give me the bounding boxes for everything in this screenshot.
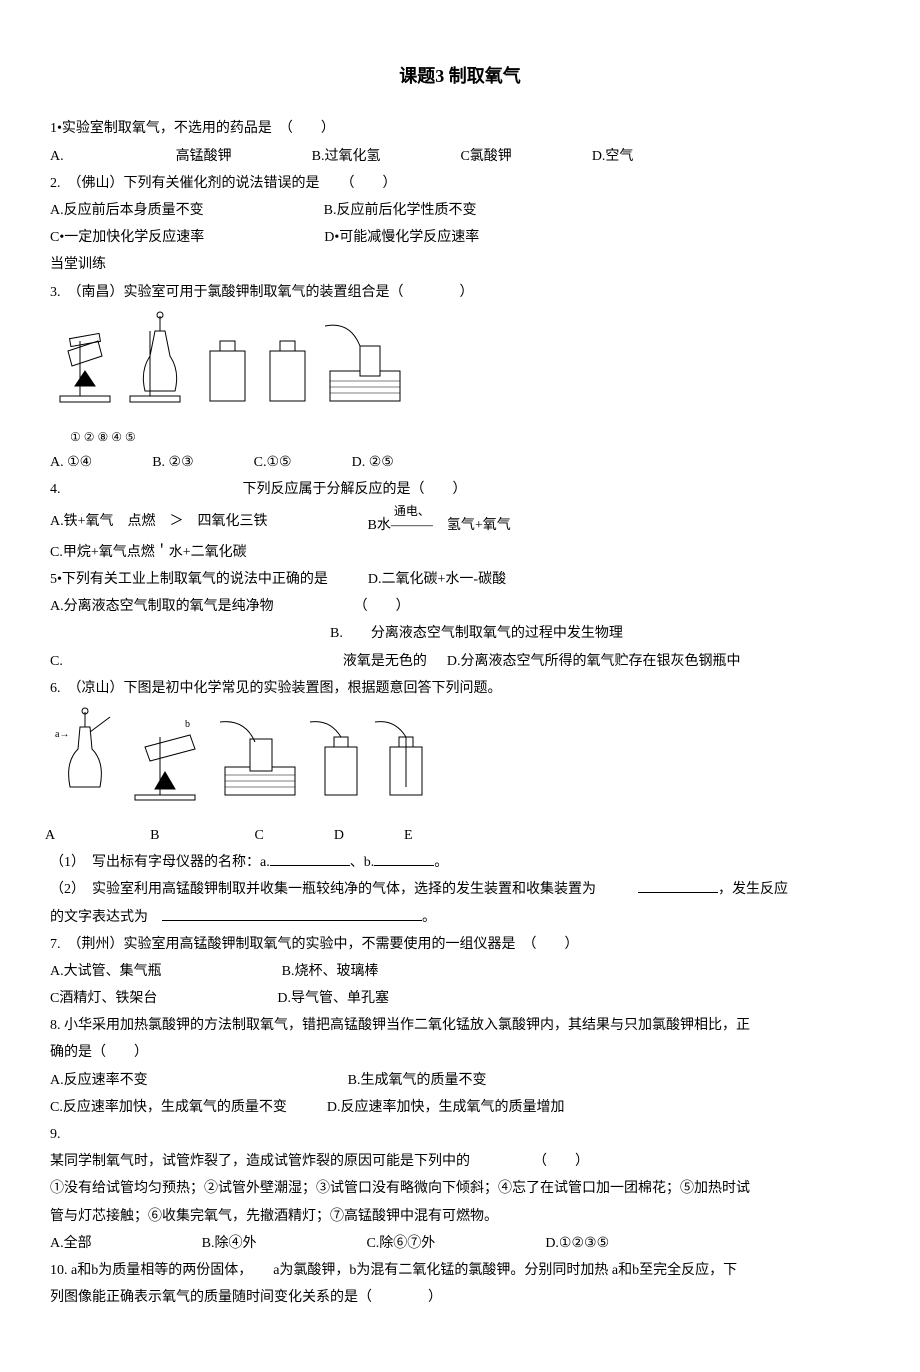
q3-A: A. ①④ [50, 450, 92, 475]
q8-C: C.反应速率加快，生成氧气的质量不变 [50, 1095, 287, 1120]
q9-A: A.全部 [50, 1231, 92, 1256]
q2-note: 当堂训练 [50, 252, 870, 277]
blank-b[interactable] [374, 851, 434, 866]
q3-stem: 3. （南昌）实验室可用于氯酸钾制取氧气的装置组合是（ ） [50, 280, 870, 305]
q2-C: C•一定加快化学反应速率 [50, 225, 204, 250]
q4-C: C.甲烷+氧气点燃＇水+二氧化碳 [50, 540, 870, 565]
q6-C-label: C [254, 823, 263, 848]
q1-stem: 1•实验室制取氧气，不选用的药品是 （ ） [50, 116, 870, 141]
q10-line1: 10. a和b为质量相等的两份固体， a为氯酸钾，b为混有二氧化锰的氯酸钾。分别… [50, 1258, 870, 1283]
q6-letters: A B C D E [20, 823, 870, 848]
q3-apparatus-diagram [50, 311, 410, 421]
q4-D: D.二氧化碳+水一-碳酸 [368, 567, 506, 592]
q2-row1: A.反应前后本身质量不变 B.反应前后化学性质不变 [50, 198, 870, 223]
q9-D: D.①②③⑤ [545, 1231, 609, 1256]
q9-B: B.除④外 [202, 1231, 257, 1256]
q6-E-label: E [404, 823, 413, 848]
q5-stem: 5•下列有关工业上制取氧气的说法中正确的是 [50, 567, 328, 592]
blank-device[interactable] [638, 878, 718, 893]
q5-paren: （ ） [354, 594, 410, 619]
q7-row1: A.大试管、集气瓶 B.烧杯、玻璃棒 [50, 959, 870, 984]
q5-B: B. 分离液态空气制取氧气的过程中发生物理 [330, 621, 870, 646]
q7-D: D.导气管、单孔塞 [277, 986, 389, 1011]
q1-D: D.空气 [592, 144, 634, 169]
q6-p1: （1） 写出标有字母仪器的名称：a.、b.。 [50, 850, 870, 875]
q9-C: C.除⑥⑦外 [366, 1231, 435, 1256]
q9-line2: ①没有给试管均匀预热；②试管外壁潮湿；③试管口没有略微向下倾斜；④忘了在试管口加… [50, 1176, 870, 1201]
svg-text:a→: a→ [55, 729, 69, 740]
blank-a[interactable] [270, 851, 350, 866]
q4-row1: A.铁+氧气 点燃 ＞ 四氧化三铁 B水通电、——— 氢气+氧气 [50, 505, 870, 538]
q7-stem: 7. （荆州）实验室用高锰酸钾制取氧气的实验中，不需要使用的一组仪器是 （ ） [50, 932, 870, 957]
q5-row1: 5•下列有关工业上制取氧气的说法中正确的是 D.二氧化碳+水一-碳酸 [50, 567, 870, 592]
q2-A: A.反应前后本身质量不变 [50, 198, 204, 223]
q2-row2: C•一定加快化学反应速率 D•可能减慢化学反应速率 [50, 225, 870, 250]
q8-stem1: 8. 小华采用加热氯酸钾的方法制取氧气，错把高锰酸钾当作二氧化锰放入氯酸钾内，其… [50, 1013, 870, 1038]
q8-B: B.生成氧气的质量不变 [348, 1068, 487, 1093]
q7-row2: C酒精灯、铁架台 D.导气管、单孔塞 [50, 986, 870, 1011]
q9-line1: 某同学制氧气时，试管炸裂了，造成试管炸裂的原因可能是下列中的 （ ） [50, 1149, 870, 1174]
q6-p2-line2: 的文字表达式为 。 [50, 905, 870, 930]
q3-options: A. ①④ B. ②③ C.①⑤ D. ②⑤ [50, 450, 870, 475]
page-title: 课题3 制取氧气 [50, 60, 870, 92]
q9-options: A.全部 B.除④外 C.除⑥⑦外 D.①②③⑤ [50, 1231, 870, 1256]
svg-text:b: b [185, 719, 190, 730]
q10-line2: 列图像能正确表示氧气的质量随时间变化关系的是（ ） [50, 1285, 870, 1310]
q9-line3: 管与灯芯接触；⑥收集完氧气，先撤酒精灯；⑦高锰酸钾中混有可燃物。 [50, 1204, 870, 1229]
q7-A: A.大试管、集气瓶 [50, 959, 162, 984]
q1-C: C氯酸钾 [460, 144, 511, 169]
q5-row2: A.分离液态空气制取的氧气是纯净物 （ ） [50, 594, 870, 619]
q3-C: C.①⑤ [254, 450, 292, 475]
q6-A-label: A [45, 823, 55, 848]
q1-A-text: 高锰酸钾 [176, 149, 232, 164]
q7-B: B.烧杯、玻璃棒 [282, 959, 379, 984]
q1-B: B.过氧化氢 [312, 144, 381, 169]
q2-B: B.反应前后化学性质不变 [324, 198, 477, 223]
q7-C: C酒精灯、铁架台 [50, 986, 157, 1011]
q8-row2: C.反应速率加快，生成氧气的质量不变 D.反应速率加快，生成氧气的质量增加 [50, 1095, 870, 1120]
q2-stem: 2. （佛山）下列有关催化剂的说法错误的是 （ ） [50, 171, 870, 196]
q6-p2-line1: （2） 实验室利用高锰酸钾制取并收集一瓶较纯净的气体，选择的发生装置和收集装置为… [50, 877, 870, 902]
q5-C2: 液氧是无色的 [343, 649, 427, 674]
q8-stem2: 确的是（ ） [50, 1040, 870, 1065]
q6-stem: 6. （凉山）下图是初中化学常见的实验装置图，根据题意回答下列问题。 [50, 676, 870, 701]
q6-D-label: D [334, 823, 344, 848]
blank-expression[interactable] [162, 906, 422, 921]
q6-apparatus-diagram: a→ b [50, 707, 450, 817]
q3-B: B. ②③ [152, 450, 193, 475]
q9-num: 9. [50, 1122, 870, 1147]
q5-C: C. [50, 649, 63, 674]
q4-B: B水通电、——— 氢气+氧气 [368, 505, 511, 538]
q3-labels: ① ② ⑧ ④ ⑤ [70, 427, 870, 449]
q4-A: A.铁+氧气 点燃 ＞ 四氧化三铁 [50, 509, 268, 534]
q5-row3: C. 液氧是无色的 D.分离液态空气所得的氧气贮存在银灰色钢瓶中 [50, 649, 870, 674]
q1-options: A. 高锰酸钾 B.过氧化氢 C氯酸钾 D.空气 [50, 144, 870, 169]
q8-row1: A.反应速率不变 B.生成氧气的质量不变 [50, 1068, 870, 1093]
q5-A: A.分离液态空气制取的氧气是纯净物 [50, 594, 274, 619]
q5-D: D.分离液态空气所得的氧气贮存在银灰色钢瓶中 [447, 649, 741, 674]
q8-D: D.反应速率加快，生成氧气的质量增加 [327, 1095, 565, 1120]
q1-A-label: A. [50, 149, 64, 164]
q8-A: A.反应速率不变 [50, 1068, 148, 1093]
q3-D: D. ②⑤ [352, 450, 394, 475]
q4-stem: 4. 下列反应属于分解反应的是（ ） [50, 477, 870, 502]
q6-B-label: B [150, 823, 159, 848]
q2-D: D•可能减慢化学反应速率 [324, 225, 479, 250]
